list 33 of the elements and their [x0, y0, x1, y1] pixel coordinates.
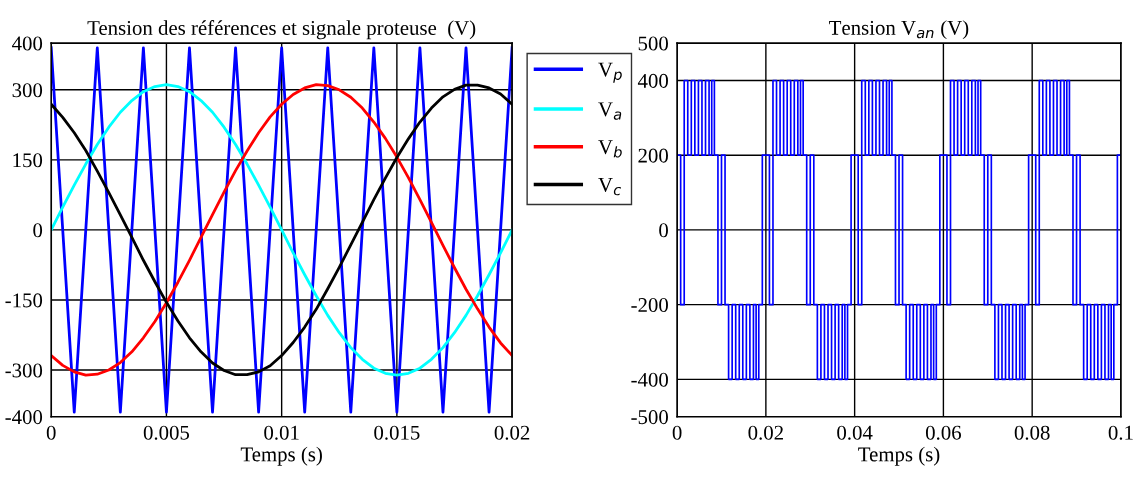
y-tick-label: 150	[13, 153, 43, 168]
y-tick-label: 0	[33, 223, 43, 238]
y-tick-label: -400	[631, 372, 668, 387]
chart-title: Tension V$_{an}$ (V)	[829, 20, 969, 40]
x-tick-label: 0.005	[143, 425, 190, 440]
x-tick-label: 0.02	[748, 425, 783, 440]
x-tick-label: 0.08	[1014, 425, 1050, 440]
y-tick-label: 200	[638, 148, 668, 163]
y-tick-label: 300	[12, 83, 43, 98]
x-tick-label: 0.04	[837, 425, 873, 440]
legend-label: V$_{a}$	[598, 102, 622, 120]
legend-label: V$_{b}$	[598, 140, 622, 158]
chart-title: Tension des références et signale proteuse (V)	[87, 20, 476, 40]
y-tick-label: 0	[659, 223, 668, 238]
y-tick-label: -500	[631, 410, 668, 425]
x-tick-label: 0	[46, 425, 56, 440]
x-axis-title: Temps (s)	[240, 446, 322, 466]
y-tick-label: 400	[12, 36, 43, 51]
x-tick-label: 0.06	[925, 425, 962, 440]
x-tick-label: 0	[672, 425, 682, 440]
y-tick-label: 500	[638, 36, 668, 51]
legend-label: V$_{p}$	[598, 62, 622, 83]
y-tick-label: -150	[5, 293, 43, 308]
x-tick-label: 0.01	[264, 425, 299, 440]
y-tick-label: -300	[5, 363, 43, 378]
x-tick-label: 0.015	[374, 425, 420, 440]
legend-label: V$_{c}$	[598, 178, 622, 196]
x-tick-label: 0.02	[494, 425, 530, 440]
y-tick-label: 400	[637, 73, 668, 88]
y-tick-label: -400	[5, 410, 43, 425]
y-tick-label: -200	[631, 298, 668, 313]
x-tick-label: 0.1	[1108, 425, 1133, 440]
x-axis-title: Temps (s)	[858, 446, 940, 466]
